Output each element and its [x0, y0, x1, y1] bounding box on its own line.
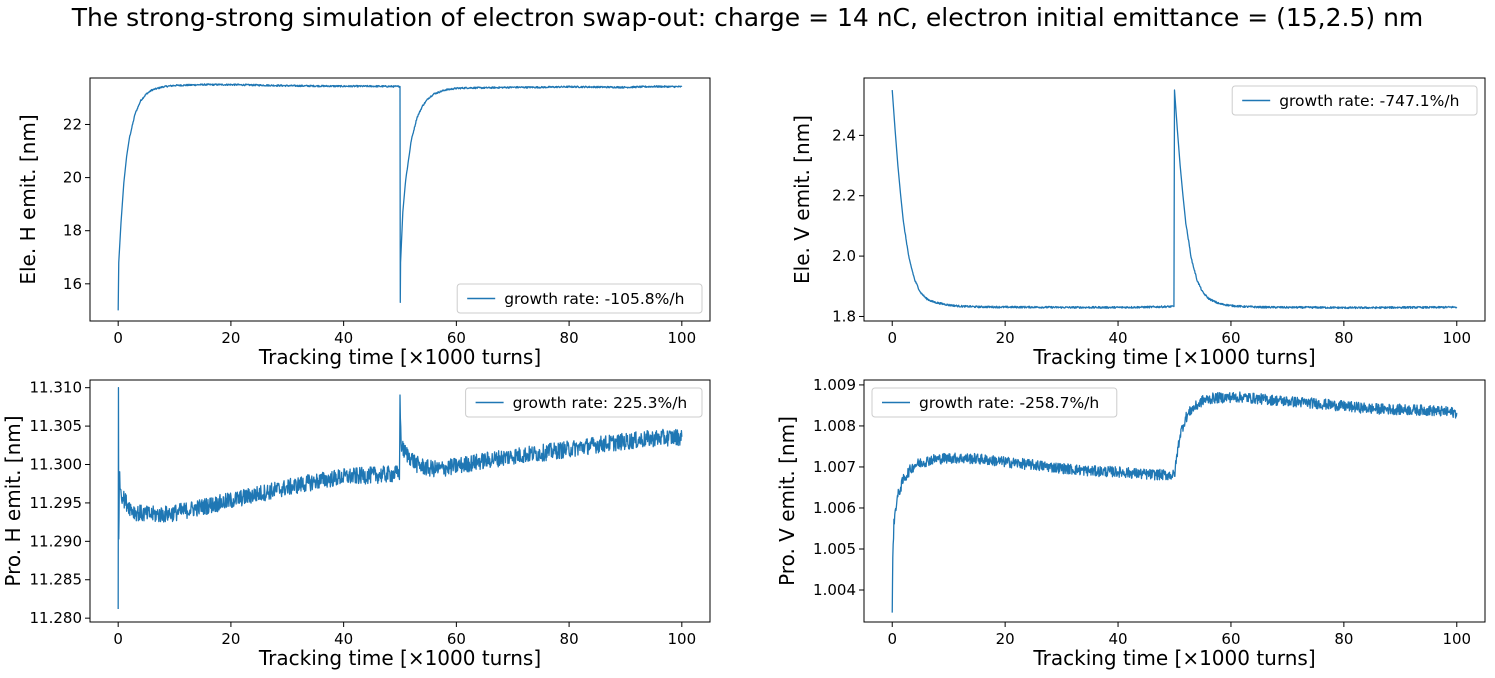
x-axis-label: Tracking time [×1000 turns] — [258, 345, 541, 369]
x-tick-label: 80 — [1334, 630, 1353, 648]
legend-label: growth rate: -747.1%/h — [1279, 92, 1459, 110]
y-tick-label: 16 — [63, 275, 82, 293]
x-tick-label: 60 — [447, 329, 466, 347]
legend: growth rate: -105.8%/h — [456, 283, 703, 314]
x-tick-label: 0 — [887, 329, 897, 347]
x-tick-label: 60 — [447, 630, 466, 648]
y-tick-label: 1.008 — [813, 417, 856, 435]
subplot-3: 0 20 40 60 80 100 11.280 11.285 11.290 11.295 11.3… — [1, 379, 711, 670]
legend-box — [456, 283, 703, 314]
axes-frame — [89, 77, 711, 322]
y-axis-label: Pro. H emit. [nm] — [1, 415, 25, 586]
x-tick-label: 20 — [221, 329, 240, 347]
y-tick-label: 2.0 — [832, 247, 856, 265]
series-line-2-1 — [891, 89, 1458, 310]
x-tick-label: 40 — [334, 329, 353, 347]
axes-frame — [863, 379, 1486, 623]
x-tick-label: 0 — [887, 630, 897, 648]
y-tick-label: 2.4 — [832, 126, 856, 144]
x-tick-label: 100 — [1442, 630, 1471, 648]
x-tick-label: 40 — [334, 630, 353, 648]
y-tick-label: 1.009 — [813, 376, 856, 394]
legend: growth rate: -747.1%/h — [1231, 85, 1478, 116]
y-tick-label: 11.300 — [30, 456, 83, 474]
y-tick-label: 2.2 — [832, 187, 856, 205]
series-line-1-1 — [117, 83, 683, 311]
y-tick-label: 1.8 — [832, 307, 856, 325]
x-tick-label: 40 — [1108, 630, 1127, 648]
figure-title: The strong-strong simulation of electron… — [71, 3, 1424, 32]
y-tick-label: 11.305 — [30, 417, 83, 435]
y-tick-label: 11.280 — [30, 609, 83, 627]
y-tick-label: 11.310 — [30, 379, 83, 397]
x-axis-label: Tracking time [×1000 turns] — [258, 646, 541, 670]
series-line-4-1 — [891, 391, 1458, 613]
y-axis-label: Ele. V emit. [nm] — [790, 115, 814, 284]
x-tick-label: 80 — [560, 630, 579, 648]
series-line-3-1 — [117, 387, 683, 609]
y-tick-label: 11.290 — [30, 532, 83, 550]
y-axis-label: Ele. H emit. [nm] — [16, 114, 40, 284]
y-tick-label: 1.006 — [813, 499, 856, 517]
x-tick-label: 20 — [221, 630, 240, 648]
y-tick-label: 11.285 — [30, 571, 83, 589]
y-tick-label: 1.005 — [813, 540, 856, 558]
x-tick-label: 100 — [1442, 329, 1471, 347]
legend-label: growth rate: -258.7%/h — [919, 394, 1099, 412]
x-tick-label: 80 — [560, 329, 579, 347]
y-tick-label: 1.004 — [813, 581, 856, 599]
x-axis-label: Tracking time [×1000 turns] — [1032, 646, 1315, 670]
x-tick-label: 80 — [1334, 329, 1353, 347]
subplot-4: 0 20 40 60 80 100 1.004 1.005 1.006 1.007 1.008 1.0… — [775, 376, 1486, 670]
x-tick-label: 60 — [1221, 630, 1240, 648]
subplot-2: 0 20 40 60 80 100 1.8 2.0 2.2 2.4 Tracking time [×… — [790, 77, 1486, 369]
legend-box — [871, 387, 1118, 418]
y-tick-label: 20 — [63, 169, 82, 187]
y-tick-label: 22 — [63, 115, 82, 133]
x-tick-label: 100 — [667, 329, 696, 347]
legend: growth rate: -258.7%/h — [871, 387, 1118, 418]
x-tick-label: 0 — [113, 329, 123, 347]
legend-box — [465, 387, 703, 418]
x-axis-label: Tracking time [×1000 turns] — [1032, 345, 1315, 369]
y-tick-label: 18 — [63, 222, 82, 240]
y-axis-label: Pro. V emit. [nm] — [775, 416, 799, 586]
legend-label: growth rate: -105.8%/h — [504, 290, 684, 308]
y-tick-label: 11.295 — [30, 494, 83, 512]
y-tick-label: 1.007 — [813, 458, 856, 476]
legend-box — [1231, 85, 1478, 116]
legend: growth rate: 225.3%/h — [465, 387, 703, 418]
axes-frame — [89, 379, 711, 623]
legend-label: growth rate: 225.3%/h — [513, 394, 688, 412]
x-tick-label: 0 — [113, 630, 123, 648]
axes-frame — [863, 77, 1486, 322]
x-tick-label: 40 — [1108, 329, 1127, 347]
subplot-1: 0 20 40 60 80 100 16 18 20 22 Tracking time [×1000… — [16, 77, 711, 369]
x-tick-label: 20 — [996, 329, 1015, 347]
x-tick-label: 60 — [1221, 329, 1240, 347]
x-tick-label: 100 — [667, 630, 696, 648]
x-tick-label: 20 — [996, 630, 1015, 648]
